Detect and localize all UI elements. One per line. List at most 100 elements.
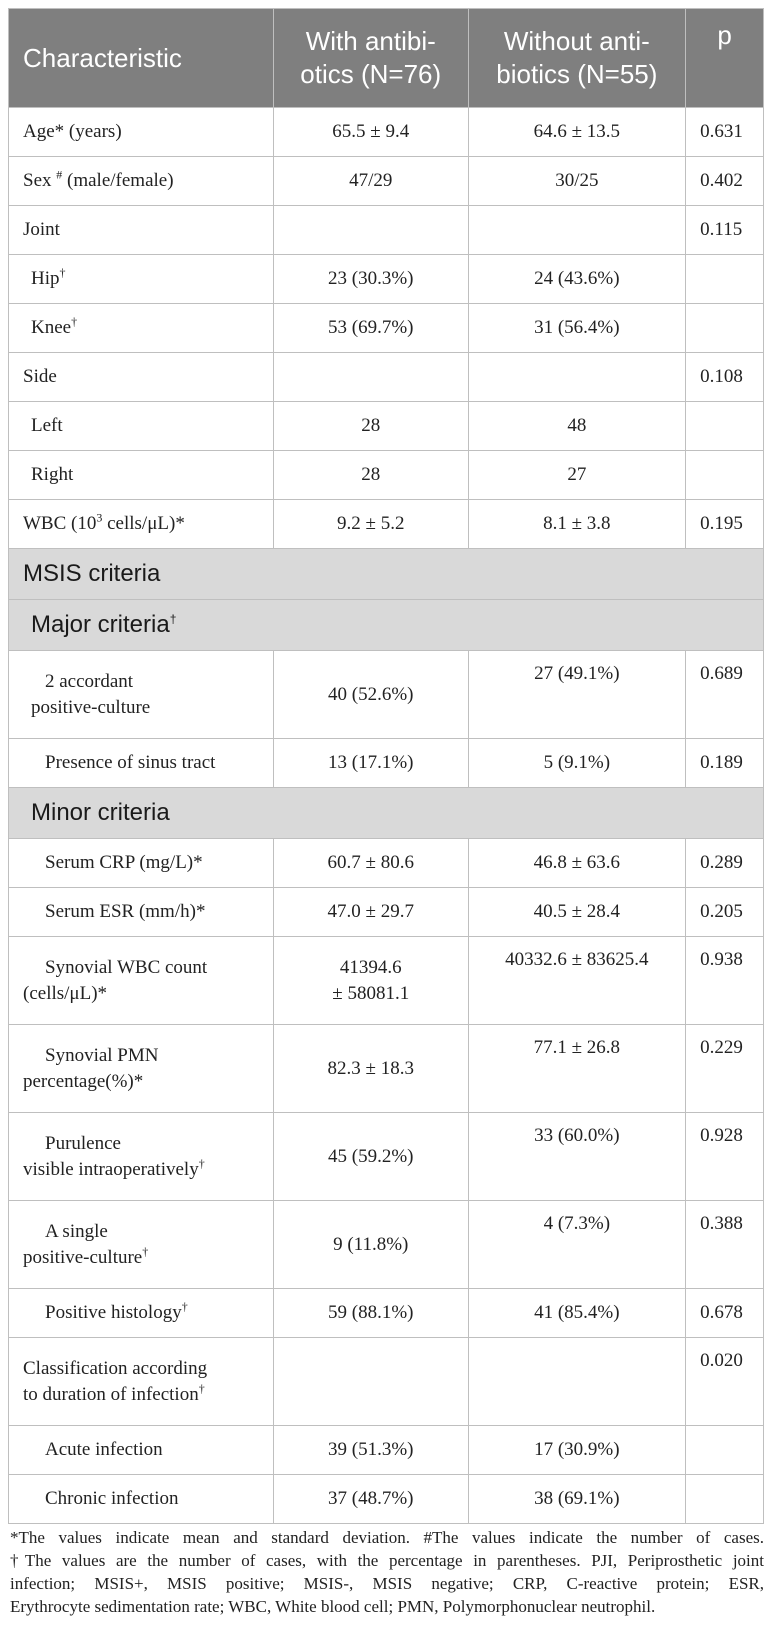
footnote-line: infection; MSIS+, MSIS positive; MSIS-, … (10, 1574, 764, 1593)
table-row: Synovial WBC count (cells/μL)* 41394.6 ± 5… (8, 936, 764, 1025)
row-label-right: Right (8, 450, 274, 500)
label-text: Hip (31, 268, 60, 289)
section-row-msis: MSIS criteria (8, 548, 764, 600)
section-title-major: Major criteria† (8, 599, 764, 651)
cell-with: 65.5 ± 9.4 (272, 107, 469, 157)
header-without-antibiotics: Without anti-biotics (N=55) (467, 8, 687, 108)
header-without-line1: Without anti- (503, 26, 650, 56)
cell-p: 0.938 (685, 936, 764, 1025)
row-label-hip: Hip† (8, 254, 274, 304)
label-line: Purulence (45, 1132, 121, 1154)
cell-p: 0.108 (685, 352, 764, 402)
row-label-single-culture: A single positive-culture† (8, 1200, 274, 1289)
label-sup: # (56, 167, 63, 182)
cell-without: 64.6 ± 13.5 (467, 107, 687, 157)
cell-with: 60.7 ± 80.6 (272, 838, 469, 888)
row-label-side: Side (8, 352, 274, 402)
label-line: to duration of infection (23, 1383, 199, 1405)
row-label-classification: Classification according to duration of i… (8, 1337, 274, 1426)
row-label-acute: Acute infection (8, 1425, 274, 1475)
cell-without: 27 (467, 450, 687, 500)
table-row: Classification according to duration of i… (8, 1337, 764, 1426)
cell-without: 30/25 (467, 156, 687, 206)
label-sup: † (198, 1381, 205, 1396)
row-label-synovial-wbc: Synovial WBC count (cells/μL)* (8, 936, 274, 1025)
row-label-left: Left (8, 401, 274, 451)
header-row: Characteristic With antibi-otics (N=76) … (8, 8, 764, 108)
header-p: p (685, 8, 764, 108)
table-row: WBC (103 cells/μL)* 9.2 ± 5.2 8.1 ± 3.8 … (8, 499, 764, 549)
table-row: Side 0.108 (8, 352, 764, 402)
table-row: Presence of sinus tract 13 (17.1%) 5 (9.… (8, 738, 764, 788)
cell-with: 28 (272, 450, 469, 500)
label-sup: † (198, 1156, 205, 1171)
label-line: Classification according (23, 1357, 208, 1379)
row-label-accordant: 2 accordant positive-culture (8, 650, 274, 739)
label-text: Positive histology (45, 1302, 182, 1323)
cell-with: 39 (51.3%) (272, 1425, 469, 1475)
cell-without: 17 (30.9%) (467, 1425, 687, 1475)
cell-without: 33 (60.0%) (467, 1112, 687, 1201)
cell-with: 23 (30.3%) (272, 254, 469, 304)
cell-p: 0.289 (685, 838, 764, 888)
header-without-line2: biotics (N=55) (496, 59, 658, 89)
header-with-line1: With antibi- (305, 26, 436, 56)
header-with-antibiotics: With antibi-otics (N=76) (272, 8, 469, 108)
row-label-knee: Knee† (8, 303, 274, 353)
cell-with (272, 1337, 469, 1426)
label-sup: † (169, 612, 177, 626)
cell-with: 82.3 ± 18.3 (272, 1024, 469, 1113)
footnote-line: Erythrocyte sedimentation rate; WBC, Whi… (10, 1597, 656, 1616)
cell-with: 28 (272, 401, 469, 451)
cell-p: 0.678 (685, 1288, 764, 1338)
label-line: visible intraoperatively (23, 1158, 199, 1180)
cell-p: 0.229 (685, 1024, 764, 1113)
cell-without: 4 (7.3%) (467, 1200, 687, 1289)
section-title-msis: MSIS criteria (8, 548, 764, 600)
label-line: positive-culture (23, 1246, 143, 1268)
cell-with: 9 (11.8%) (272, 1200, 469, 1289)
cell-without (467, 1337, 687, 1426)
cell-with: 47.0 ± 29.7 (272, 887, 469, 937)
label-sup: 3 (96, 510, 103, 525)
section-row-minor: Minor criteria (8, 787, 764, 839)
row-label-age: Age* (years) (8, 107, 274, 157)
cell-with: 13 (17.1%) (272, 738, 469, 788)
table-row: Right 28 27 (8, 450, 764, 500)
footnote-line: *The values indicate mean and standard d… (10, 1528, 764, 1547)
label-line: Synovial PMN (45, 1044, 159, 1066)
cell-without: 31 (56.4%) (467, 303, 687, 353)
table-row: Serum CRP (mg/L)* 60.7 ± 80.6 46.8 ± 63.… (8, 838, 764, 888)
footnote-line: †The values are the number of cases, wit… (10, 1551, 764, 1570)
row-label-sex: Sex # (male/female) (8, 156, 274, 206)
label-sup: † (142, 1244, 149, 1259)
cell-without: 46.8 ± 63.6 (467, 838, 687, 888)
cell-p (685, 401, 764, 451)
cell-without: 24 (43.6%) (467, 254, 687, 304)
cell-without: 41 (85.4%) (467, 1288, 687, 1338)
table-row: Joint 0.115 (8, 205, 764, 255)
cell-p: 0.689 (685, 650, 764, 739)
cell-with: 41394.6 ± 58081.1 (272, 936, 469, 1025)
table-container: Characteristic With antibi-otics (N=76) … (8, 8, 764, 1618)
cell-p: 0.928 (685, 1112, 764, 1201)
label-line: percentage(%)* (23, 1070, 144, 1092)
row-label-chronic: Chronic infection (8, 1474, 274, 1524)
table-row: A single positive-culture† 9 (11.8%) 4 (7… (8, 1200, 764, 1289)
table-row: Chronic infection 37 (48.7%) 38 (69.1%) (8, 1474, 764, 1524)
row-label-synovial-pmn: Synovial PMN percentage(%)* (8, 1024, 274, 1113)
table-row: 2 accordant positive-culture 40 (52.6%) 2… (8, 650, 764, 739)
table-row: Purulence visible intraoperatively† 45 (5… (8, 1112, 764, 1201)
cell-with: 53 (69.7%) (272, 303, 469, 353)
characteristics-table: Characteristic With antibi-otics (N=76) … (8, 8, 764, 1524)
label-text: Major criteria (31, 611, 170, 638)
cell-with: 9.2 ± 5.2 (272, 499, 469, 549)
cell-p: 0.115 (685, 205, 764, 255)
cell-p: 0.631 (685, 107, 764, 157)
table-row: Hip† 23 (30.3%) 24 (43.6%) (8, 254, 764, 304)
table-row: Positive histology† 59 (88.1%) 41 (85.4%… (8, 1288, 764, 1338)
cell-with (272, 205, 469, 255)
table-footnotes: *The values indicate mean and standard d… (8, 1526, 764, 1618)
cell-without: 77.1 ± 26.8 (467, 1024, 687, 1113)
label-text: WBC (10 (23, 513, 97, 534)
